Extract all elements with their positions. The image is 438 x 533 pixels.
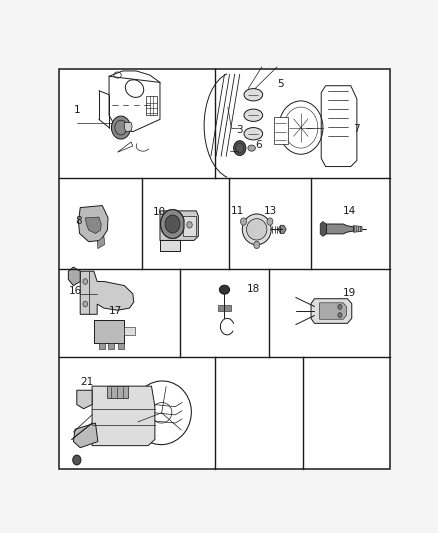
Polygon shape xyxy=(118,343,124,349)
Polygon shape xyxy=(319,303,346,319)
Text: 11: 11 xyxy=(231,206,244,216)
Ellipse shape xyxy=(248,145,255,151)
Polygon shape xyxy=(94,320,124,343)
Polygon shape xyxy=(326,224,353,234)
Polygon shape xyxy=(85,217,101,233)
Polygon shape xyxy=(99,343,105,349)
Polygon shape xyxy=(68,267,80,286)
Circle shape xyxy=(233,141,246,156)
Text: 14: 14 xyxy=(343,206,356,216)
Text: 13: 13 xyxy=(264,206,277,216)
Text: 19: 19 xyxy=(343,288,356,298)
Polygon shape xyxy=(92,386,155,446)
Ellipse shape xyxy=(244,127,263,140)
Circle shape xyxy=(73,455,81,465)
Text: 17: 17 xyxy=(108,306,122,316)
Polygon shape xyxy=(124,327,134,335)
Bar xyxy=(146,95,157,115)
Ellipse shape xyxy=(242,214,271,245)
Text: 16: 16 xyxy=(69,286,82,295)
Polygon shape xyxy=(320,222,326,236)
Circle shape xyxy=(254,241,260,249)
Circle shape xyxy=(187,222,192,228)
Polygon shape xyxy=(78,206,108,241)
Circle shape xyxy=(83,301,88,307)
Polygon shape xyxy=(160,211,198,240)
Polygon shape xyxy=(80,271,134,314)
Polygon shape xyxy=(74,423,98,448)
Circle shape xyxy=(161,209,184,238)
Circle shape xyxy=(338,304,342,309)
Circle shape xyxy=(111,116,131,139)
Polygon shape xyxy=(183,216,196,236)
Polygon shape xyxy=(97,236,105,248)
Circle shape xyxy=(165,215,180,233)
Polygon shape xyxy=(107,386,128,399)
Text: 21: 21 xyxy=(80,377,93,387)
Text: 10: 10 xyxy=(153,207,166,217)
Polygon shape xyxy=(353,225,362,232)
Polygon shape xyxy=(311,298,352,324)
Polygon shape xyxy=(108,343,114,349)
Ellipse shape xyxy=(244,109,263,122)
Polygon shape xyxy=(160,240,180,251)
Circle shape xyxy=(338,313,342,318)
Text: 7: 7 xyxy=(353,124,360,134)
Circle shape xyxy=(267,218,273,225)
Bar xyxy=(274,117,288,144)
Polygon shape xyxy=(278,225,286,233)
Text: 1: 1 xyxy=(74,105,80,115)
Text: 18: 18 xyxy=(247,284,260,294)
Polygon shape xyxy=(219,305,230,311)
Polygon shape xyxy=(77,390,92,409)
Text: 8: 8 xyxy=(75,216,82,226)
Circle shape xyxy=(83,279,88,284)
Circle shape xyxy=(240,218,247,225)
Text: 3: 3 xyxy=(237,125,243,135)
Text: 5: 5 xyxy=(277,79,284,90)
Ellipse shape xyxy=(244,88,263,101)
Text: 6: 6 xyxy=(256,140,262,150)
Polygon shape xyxy=(124,123,132,132)
Ellipse shape xyxy=(247,219,267,240)
Ellipse shape xyxy=(219,285,230,294)
